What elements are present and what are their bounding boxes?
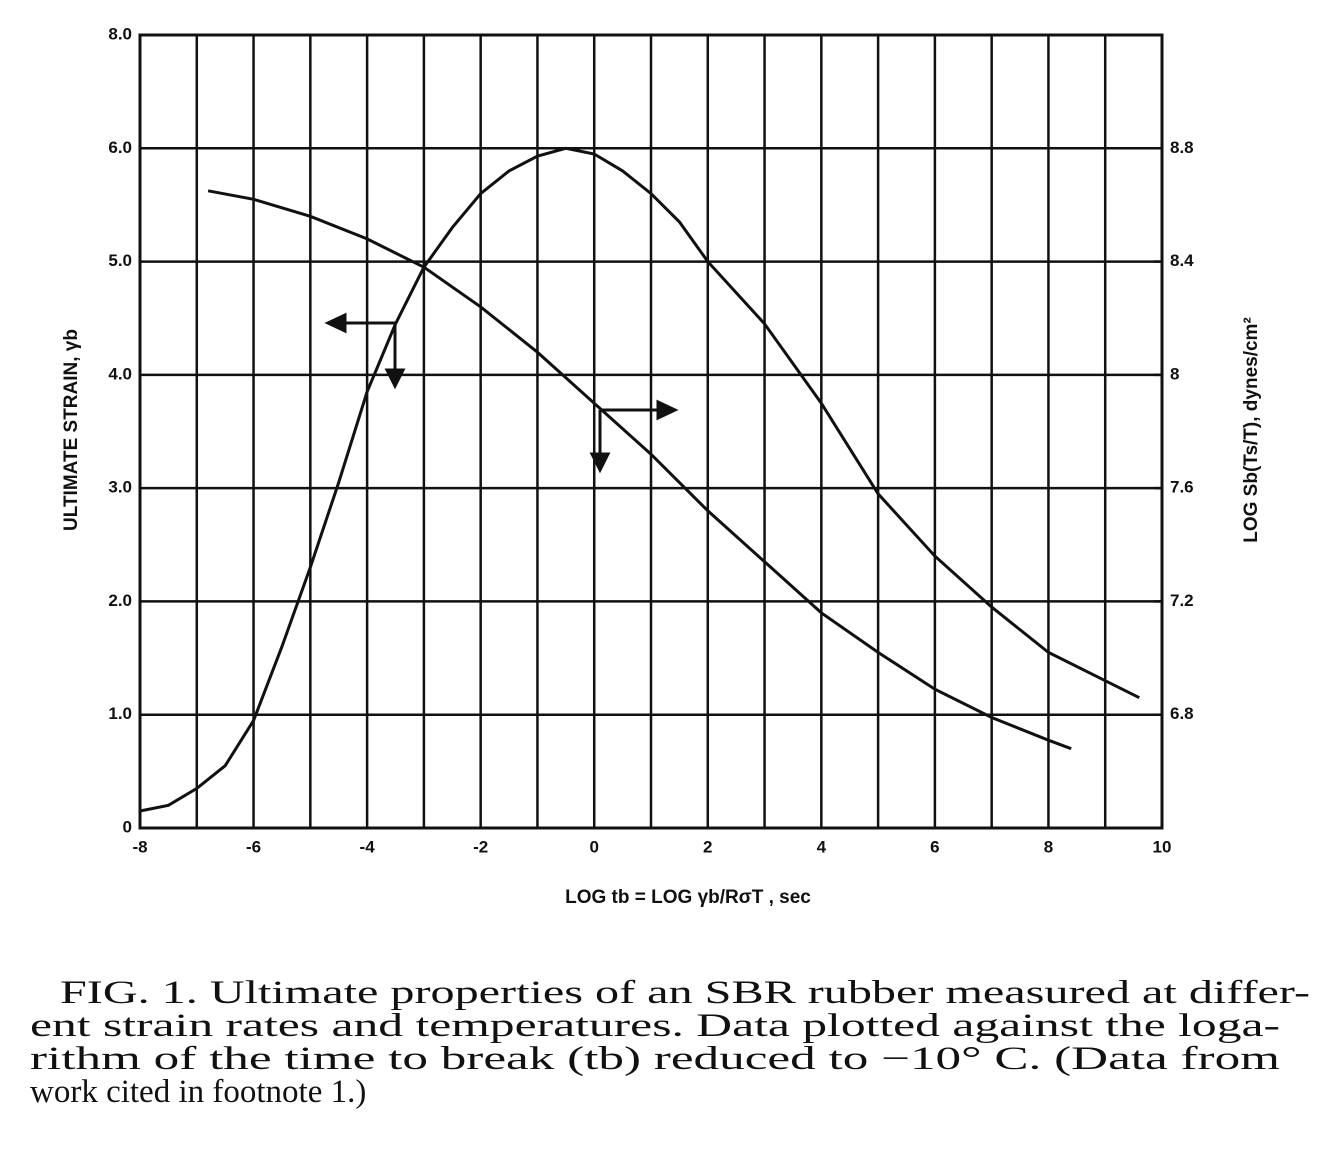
y2-tick-label: 6.8 bbox=[1170, 704, 1194, 723]
y-tick-label: 1.0 bbox=[108, 704, 132, 723]
y2-tick-label: 8.8 bbox=[1170, 138, 1194, 157]
data-line bbox=[139, 146, 1140, 813]
y2-tick-label: 7.2 bbox=[1170, 591, 1194, 610]
y-tick-label: 6.0 bbox=[108, 138, 132, 157]
y-tick-label: 5.0 bbox=[108, 251, 132, 270]
y-tick-label: 4.0 bbox=[108, 364, 132, 383]
caption-line: FIG. 1. Ultimate properties of an SBR ru… bbox=[60, 975, 1310, 1011]
x-tick-label: -2 bbox=[473, 837, 488, 856]
y2-axis-label: LOG Sb(Ts/T), dynes/cm² bbox=[1241, 317, 1262, 543]
y2-tick-label: 7.6 bbox=[1170, 478, 1194, 497]
x-tick-label: 0 bbox=[589, 837, 598, 856]
y-tick-label: 8.0 bbox=[108, 24, 132, 43]
caption-line: ent strain rates and temperatures. Data … bbox=[30, 1008, 1280, 1044]
x-tick-label: 6 bbox=[930, 837, 939, 856]
x-tick-label: 10 bbox=[1153, 837, 1172, 856]
x-tick-label: -4 bbox=[360, 837, 376, 856]
y-tick-label: 2.0 bbox=[108, 591, 132, 610]
y2-tick-label: 8.4 bbox=[1170, 251, 1194, 270]
y-axis-label: ULTIMATE STRAIN, γb bbox=[61, 329, 82, 531]
y-tick-label: 0 bbox=[123, 817, 132, 836]
x-tick-label: 2 bbox=[703, 837, 712, 856]
caption-line: work cited in footnote 1.) bbox=[30, 1074, 366, 1110]
data-line bbox=[207, 189, 1072, 751]
x-tick-label: -6 bbox=[246, 837, 261, 856]
annotation-arrows bbox=[324, 312, 679, 474]
x-tick-label: -8 bbox=[132, 837, 147, 856]
y-tick-label: 3.0 bbox=[108, 478, 132, 497]
x-tick-label: 4 bbox=[817, 837, 827, 856]
y2-tick-label: 8 bbox=[1170, 364, 1179, 383]
x-tick-label: 8 bbox=[1044, 837, 1053, 856]
x-axis-label: LOG tb = LOG γb/RσT , sec bbox=[565, 887, 811, 908]
caption-line: rithm of the time to break (tb) reduced … bbox=[30, 1041, 1281, 1077]
plot-frame bbox=[138, 33, 1164, 830]
